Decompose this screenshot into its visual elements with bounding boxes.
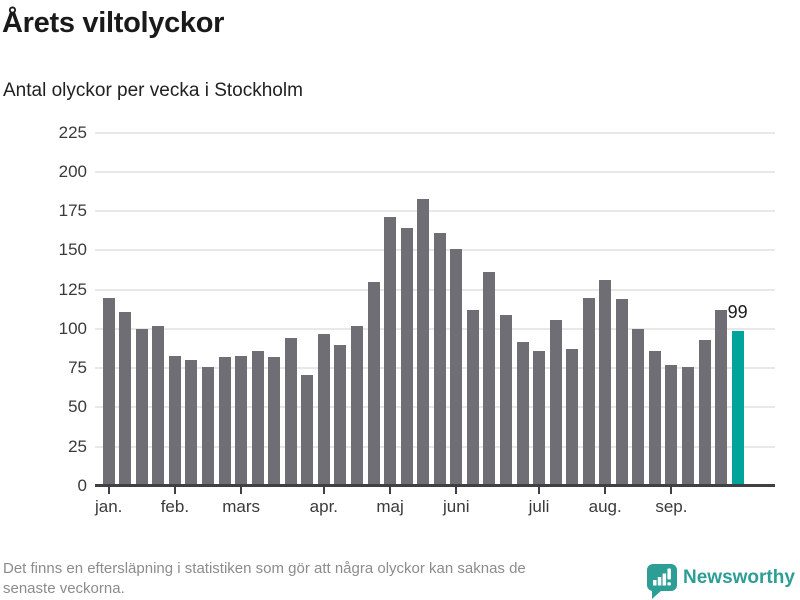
x-axis-month-label: feb. <box>160 497 190 516</box>
x-axis-month-label: mars <box>222 497 260 516</box>
x-axis-tick <box>240 487 243 494</box>
x-axis-tick <box>107 487 110 494</box>
bar-week-36 <box>682 366 694 486</box>
y-axis-tick-label: 175 <box>58 201 87 221</box>
bar-week-6 <box>185 360 198 486</box>
x-axis-month-label: apr. <box>309 497 339 516</box>
y-axis-tick-label: 0 <box>77 476 87 495</box>
bar-week-9 <box>235 355 248 486</box>
x-axis-tick <box>455 487 458 494</box>
x-axis-tick <box>389 487 392 494</box>
footnote-line-2: senaste veckorna. <box>3 580 125 597</box>
gridline-200 <box>95 170 775 173</box>
bar-week-11 <box>268 357 281 486</box>
gridline-225 <box>95 131 775 134</box>
bar-week-4 <box>152 325 165 486</box>
x-axis-tick <box>173 487 176 494</box>
y-axis-tick-label: 50 <box>68 397 87 417</box>
bar-week-24 <box>483 272 496 486</box>
bar-week-27 <box>533 350 545 486</box>
footnote-line-1: Det finns en eftersläpning i statistiken… <box>3 560 526 577</box>
bar-chart: 0 25 50 75 100 125 150 175 200 225 jan. feb. mars apr… <box>58 122 775 516</box>
bar-week-5 <box>168 355 181 486</box>
bar-week-10 <box>251 350 264 486</box>
bar-week-38 <box>715 310 728 486</box>
y-axis-tick-label: 25 <box>68 436 87 456</box>
bar-week-2 <box>119 311 132 486</box>
y-axis-tick-label: 125 <box>58 279 87 299</box>
gridline-175 <box>95 210 775 213</box>
chart-subtitle: Antal olyckor per vecka i Stockholm <box>3 80 303 101</box>
bar-week-17 <box>367 281 380 486</box>
bar-week-33 <box>632 328 645 486</box>
y-axis-tick-label: 75 <box>68 358 87 378</box>
y-axis-tick-label: 200 <box>58 161 87 181</box>
bar-week-14 <box>317 333 330 486</box>
bar-week-31 <box>599 280 612 486</box>
footnote: Det finns en eftersläpning i statistiken… <box>3 559 526 599</box>
bar-week-16 <box>350 325 363 486</box>
x-axis-month-label: juli <box>528 497 550 516</box>
bar-week-12 <box>284 338 297 486</box>
y-axis-tick-label: 225 <box>58 122 87 142</box>
bar-week-20 <box>417 198 430 486</box>
bar-week-19 <box>400 228 413 486</box>
bar-week-7 <box>202 366 214 486</box>
bar-week-18 <box>384 217 397 486</box>
bar-week-3 <box>135 328 148 486</box>
bar-week-22 <box>450 248 463 486</box>
bar-week-34 <box>648 350 661 486</box>
bar-week-15 <box>334 344 347 486</box>
bar-week-8 <box>218 357 231 486</box>
bar-week-25 <box>499 314 512 486</box>
newsworthy-logo-icon <box>647 564 677 599</box>
bar-week-21 <box>433 233 446 486</box>
x-axis-month-label: juni <box>443 497 470 516</box>
x-axis-line <box>95 484 775 487</box>
bar-week-32 <box>615 299 628 486</box>
y-axis-tick-label: 100 <box>58 318 87 338</box>
bar-week-1 <box>102 297 115 486</box>
bar-week-28 <box>549 319 562 486</box>
bar-week-37 <box>698 339 711 486</box>
x-axis-tick <box>322 487 325 494</box>
highlight-bar-week <box>731 330 744 486</box>
bar-week-29 <box>566 349 579 486</box>
x-axis-tick <box>670 487 673 494</box>
y-axis-tick-label: 150 <box>58 240 87 260</box>
x-axis-month-label: sep. <box>655 497 688 516</box>
bar-week-30 <box>582 297 595 486</box>
x-axis-month-label: aug. <box>588 497 622 516</box>
bar-week-23 <box>466 310 479 486</box>
highlight-value-label: 99 <box>727 301 748 322</box>
bar-week-26 <box>516 341 529 486</box>
x-axis-tick <box>538 487 540 494</box>
brand-name: Newsworthy <box>683 567 795 588</box>
x-axis-month-label: jan. <box>94 497 123 516</box>
brand-logo: Newsworthy <box>645 562 795 600</box>
x-axis-month-label: maj <box>376 497 404 516</box>
bar-week-35 <box>665 365 678 486</box>
chart-title: Årets viltolyckor <box>2 7 225 39</box>
x-axis-tick <box>604 487 607 494</box>
bar-week-13 <box>301 374 314 486</box>
